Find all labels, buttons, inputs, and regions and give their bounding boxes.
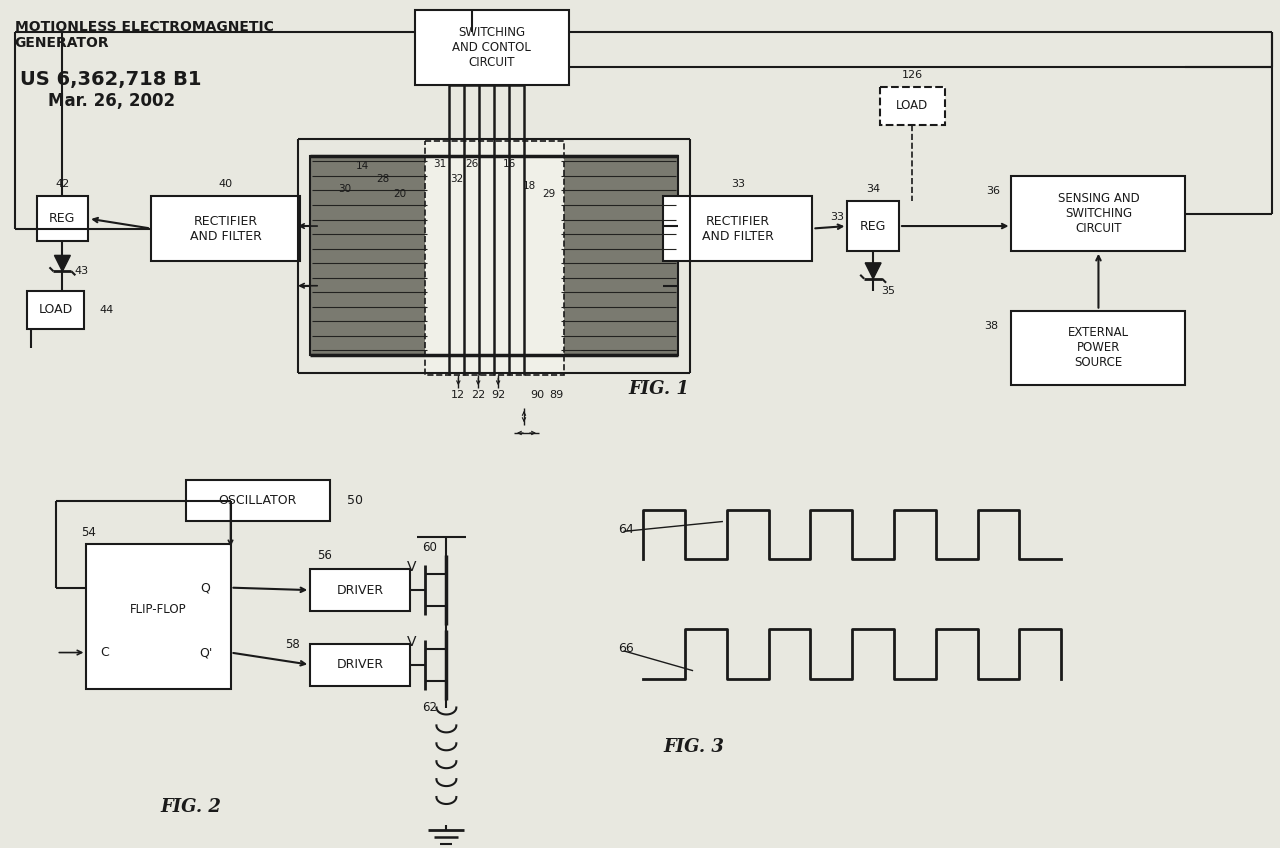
Text: 54: 54 xyxy=(82,526,96,539)
Text: 42: 42 xyxy=(55,179,69,189)
Text: SWITCHING
AND CONTOL
CIRCUIT: SWITCHING AND CONTOL CIRCUIT xyxy=(452,26,531,69)
Text: 20: 20 xyxy=(393,189,406,199)
Text: 30: 30 xyxy=(338,184,352,194)
Text: 62: 62 xyxy=(422,701,436,714)
FancyBboxPatch shape xyxy=(86,544,230,689)
Text: Q: Q xyxy=(201,581,211,594)
Text: 126: 126 xyxy=(902,70,923,80)
Text: FIG. 1: FIG. 1 xyxy=(628,380,690,399)
Text: 89: 89 xyxy=(549,390,564,400)
Text: V: V xyxy=(407,635,416,649)
FancyBboxPatch shape xyxy=(310,156,430,355)
Text: 44: 44 xyxy=(100,304,114,315)
FancyBboxPatch shape xyxy=(151,196,300,261)
Text: 26: 26 xyxy=(466,159,479,170)
FancyBboxPatch shape xyxy=(37,196,88,241)
Text: 18: 18 xyxy=(522,181,535,192)
Text: SENSING AND
SWITCHING
CIRCUIT: SENSING AND SWITCHING CIRCUIT xyxy=(1057,192,1139,235)
Text: 58: 58 xyxy=(285,639,300,651)
Text: 92: 92 xyxy=(492,390,506,400)
Text: US 6,362,718 B1: US 6,362,718 B1 xyxy=(20,70,202,89)
FancyBboxPatch shape xyxy=(663,196,813,261)
Text: 66: 66 xyxy=(618,642,634,656)
Text: 33: 33 xyxy=(831,212,845,221)
FancyBboxPatch shape xyxy=(559,156,678,355)
Text: 16: 16 xyxy=(503,159,516,170)
Text: OSCILLATOR: OSCILLATOR xyxy=(219,494,297,507)
Text: REG: REG xyxy=(49,212,76,225)
FancyBboxPatch shape xyxy=(425,142,563,376)
Text: C: C xyxy=(100,646,109,659)
FancyBboxPatch shape xyxy=(415,10,568,85)
Text: 34: 34 xyxy=(867,184,881,194)
Text: FIG. 3: FIG. 3 xyxy=(663,739,724,756)
Text: 36: 36 xyxy=(987,187,1001,196)
Text: MOTIONLESS ELECTROMAGNETIC: MOTIONLESS ELECTROMAGNETIC xyxy=(14,20,274,34)
Text: DRIVER: DRIVER xyxy=(337,583,384,597)
Text: EXTERNAL
POWER
SOURCE: EXTERNAL POWER SOURCE xyxy=(1068,326,1129,370)
Text: 40: 40 xyxy=(219,179,233,189)
Text: 35: 35 xyxy=(881,286,895,296)
Text: 56: 56 xyxy=(317,549,333,562)
Text: FLIP-FLOP: FLIP-FLOP xyxy=(131,603,187,616)
Text: DRIVER: DRIVER xyxy=(337,658,384,672)
Text: LOAD: LOAD xyxy=(38,303,73,316)
Text: Q': Q' xyxy=(198,646,212,659)
Text: 38: 38 xyxy=(984,321,998,331)
FancyBboxPatch shape xyxy=(186,480,330,522)
Text: V: V xyxy=(407,561,416,574)
FancyBboxPatch shape xyxy=(1011,310,1185,385)
Text: 90: 90 xyxy=(530,390,544,400)
Text: RECTIFIER
AND FILTER: RECTIFIER AND FILTER xyxy=(701,215,774,243)
Text: 60: 60 xyxy=(422,541,436,554)
Text: 50: 50 xyxy=(347,494,362,507)
Text: 31: 31 xyxy=(433,159,445,170)
Text: 14: 14 xyxy=(356,161,370,171)
Text: 22: 22 xyxy=(471,390,485,400)
Text: REG: REG xyxy=(860,220,886,232)
Text: GENERATOR: GENERATOR xyxy=(14,36,109,50)
Text: 28: 28 xyxy=(376,175,389,184)
Text: LOAD: LOAD xyxy=(896,99,928,112)
FancyBboxPatch shape xyxy=(847,201,899,251)
Text: FIG. 2: FIG. 2 xyxy=(161,798,221,816)
Text: 29: 29 xyxy=(543,189,556,199)
FancyBboxPatch shape xyxy=(310,569,410,611)
Text: 12: 12 xyxy=(452,390,466,400)
Polygon shape xyxy=(865,263,881,279)
FancyBboxPatch shape xyxy=(881,86,945,125)
FancyBboxPatch shape xyxy=(27,291,84,328)
Text: 32: 32 xyxy=(449,175,463,184)
Polygon shape xyxy=(55,255,70,271)
Text: Mar. 26, 2002: Mar. 26, 2002 xyxy=(47,92,174,109)
Text: 43: 43 xyxy=(74,266,88,276)
Text: 33: 33 xyxy=(731,179,745,189)
FancyBboxPatch shape xyxy=(310,644,410,686)
FancyBboxPatch shape xyxy=(1011,176,1185,251)
Text: RECTIFIER
AND FILTER: RECTIFIER AND FILTER xyxy=(189,215,261,243)
Text: 64: 64 xyxy=(618,523,634,536)
